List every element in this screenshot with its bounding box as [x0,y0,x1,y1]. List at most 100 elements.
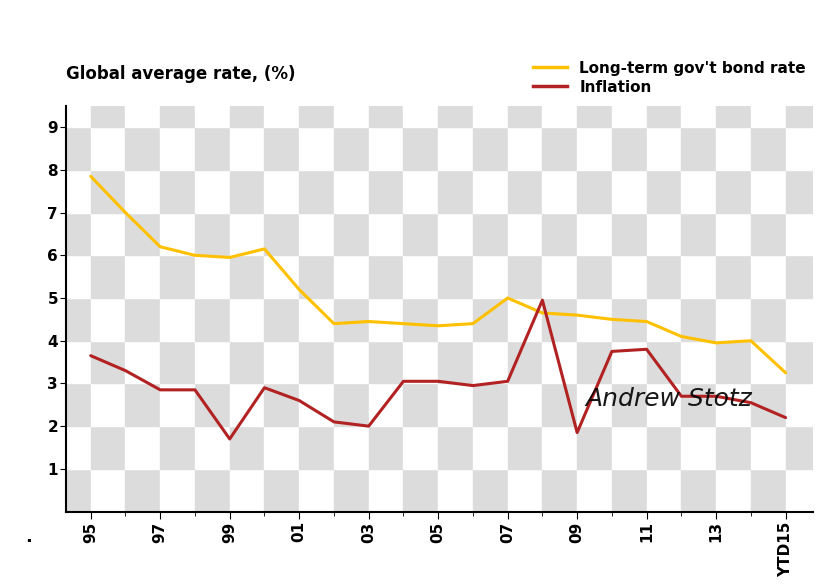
Bar [542,469,577,512]
Bar [195,340,230,383]
Bar [125,127,160,170]
Bar [56,255,90,298]
Bar [612,170,647,213]
Bar [403,170,438,213]
Bar [577,426,612,469]
Bar [681,298,716,340]
Bar [230,340,265,383]
Bar [160,426,195,469]
Bar [473,383,508,426]
Bar [438,340,473,383]
Bar [681,426,716,469]
Bar [681,213,716,255]
Bar [125,85,160,127]
Bar [716,85,751,127]
Bar [716,127,751,170]
Bar [542,170,577,213]
Bar [716,255,751,298]
Bar [265,426,299,469]
Bar [160,127,195,170]
Bar [473,85,508,127]
Bar [751,426,786,469]
Bar [125,170,160,213]
Bar [265,213,299,255]
Bar [751,255,786,298]
Bar [195,127,230,170]
Bar [438,170,473,213]
Bar [160,469,195,512]
Bar [403,298,438,340]
Bar [577,170,612,213]
Bar [265,340,299,383]
Bar [403,383,438,426]
Bar [90,298,125,340]
Bar [195,255,230,298]
Bar [473,213,508,255]
Bar [612,298,647,340]
Bar [230,213,265,255]
Bar [403,340,438,383]
Bar [125,469,160,512]
Bar [403,426,438,469]
Bar [786,255,820,298]
Bar [473,340,508,383]
Bar [577,298,612,340]
Bar [230,426,265,469]
Bar [369,213,403,255]
Bar [577,469,612,512]
Bar [438,85,473,127]
Bar [334,469,369,512]
Bar [195,298,230,340]
Bar [265,298,299,340]
Bar [90,469,125,512]
Bar [369,340,403,383]
Bar [751,170,786,213]
Bar [786,340,820,383]
Bar [230,255,265,298]
Bar [230,85,265,127]
Bar [299,426,334,469]
Bar [56,426,90,469]
Bar [56,469,90,512]
Bar [230,469,265,512]
Bar [299,298,334,340]
Bar [751,383,786,426]
Bar [473,469,508,512]
Bar [160,213,195,255]
Bar [716,213,751,255]
Bar [612,383,647,426]
Bar [786,383,820,426]
Bar [786,213,820,255]
Bar [334,170,369,213]
Bar [265,127,299,170]
Bar [438,298,473,340]
Bar [612,213,647,255]
Bar [369,298,403,340]
Bar [786,85,820,127]
Bar [438,469,473,512]
Bar [647,298,681,340]
Bar [508,170,542,213]
Bar [681,255,716,298]
Bar [508,298,542,340]
Bar [577,127,612,170]
Bar [751,85,786,127]
Bar [160,340,195,383]
Bar [542,426,577,469]
Bar [299,213,334,255]
Bar [542,383,577,426]
Bar [125,213,160,255]
Bar [403,213,438,255]
Bar [265,170,299,213]
Bar [299,383,334,426]
Bar [612,127,647,170]
Bar [160,298,195,340]
Bar [369,85,403,127]
Bar [508,255,542,298]
Bar [369,383,403,426]
Bar [265,383,299,426]
Bar [160,383,195,426]
Bar [195,170,230,213]
Bar [647,85,681,127]
Bar [299,340,334,383]
